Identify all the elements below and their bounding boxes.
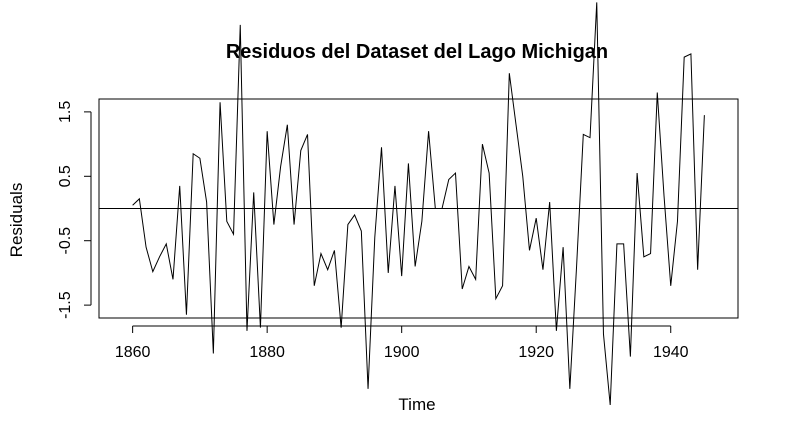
x-tick-label: 1880 (249, 344, 285, 361)
x-axis-label: Time (398, 395, 435, 414)
x-tick-label: 1940 (653, 344, 689, 361)
y-axis: -1.5 -0.5 0.5 1.5 (57, 101, 92, 319)
x-tick-label: 1920 (518, 344, 554, 361)
series-line (132, 2, 705, 406)
x-tick-label: 1900 (384, 344, 420, 361)
y-tick-label: -1.5 (57, 291, 74, 319)
chart-title: Residuos del Dataset del Lago Michigan (226, 41, 608, 63)
x-tick-label: 1860 (115, 344, 151, 361)
x-axis: 1860 1880 1900 1920 1940 (115, 325, 689, 361)
y-tick-label: 0.5 (57, 165, 74, 187)
y-tick-label: 1.5 (57, 101, 74, 123)
y-axis-label: Residuals (7, 183, 26, 258)
y-tick-label: -0.5 (57, 227, 74, 255)
